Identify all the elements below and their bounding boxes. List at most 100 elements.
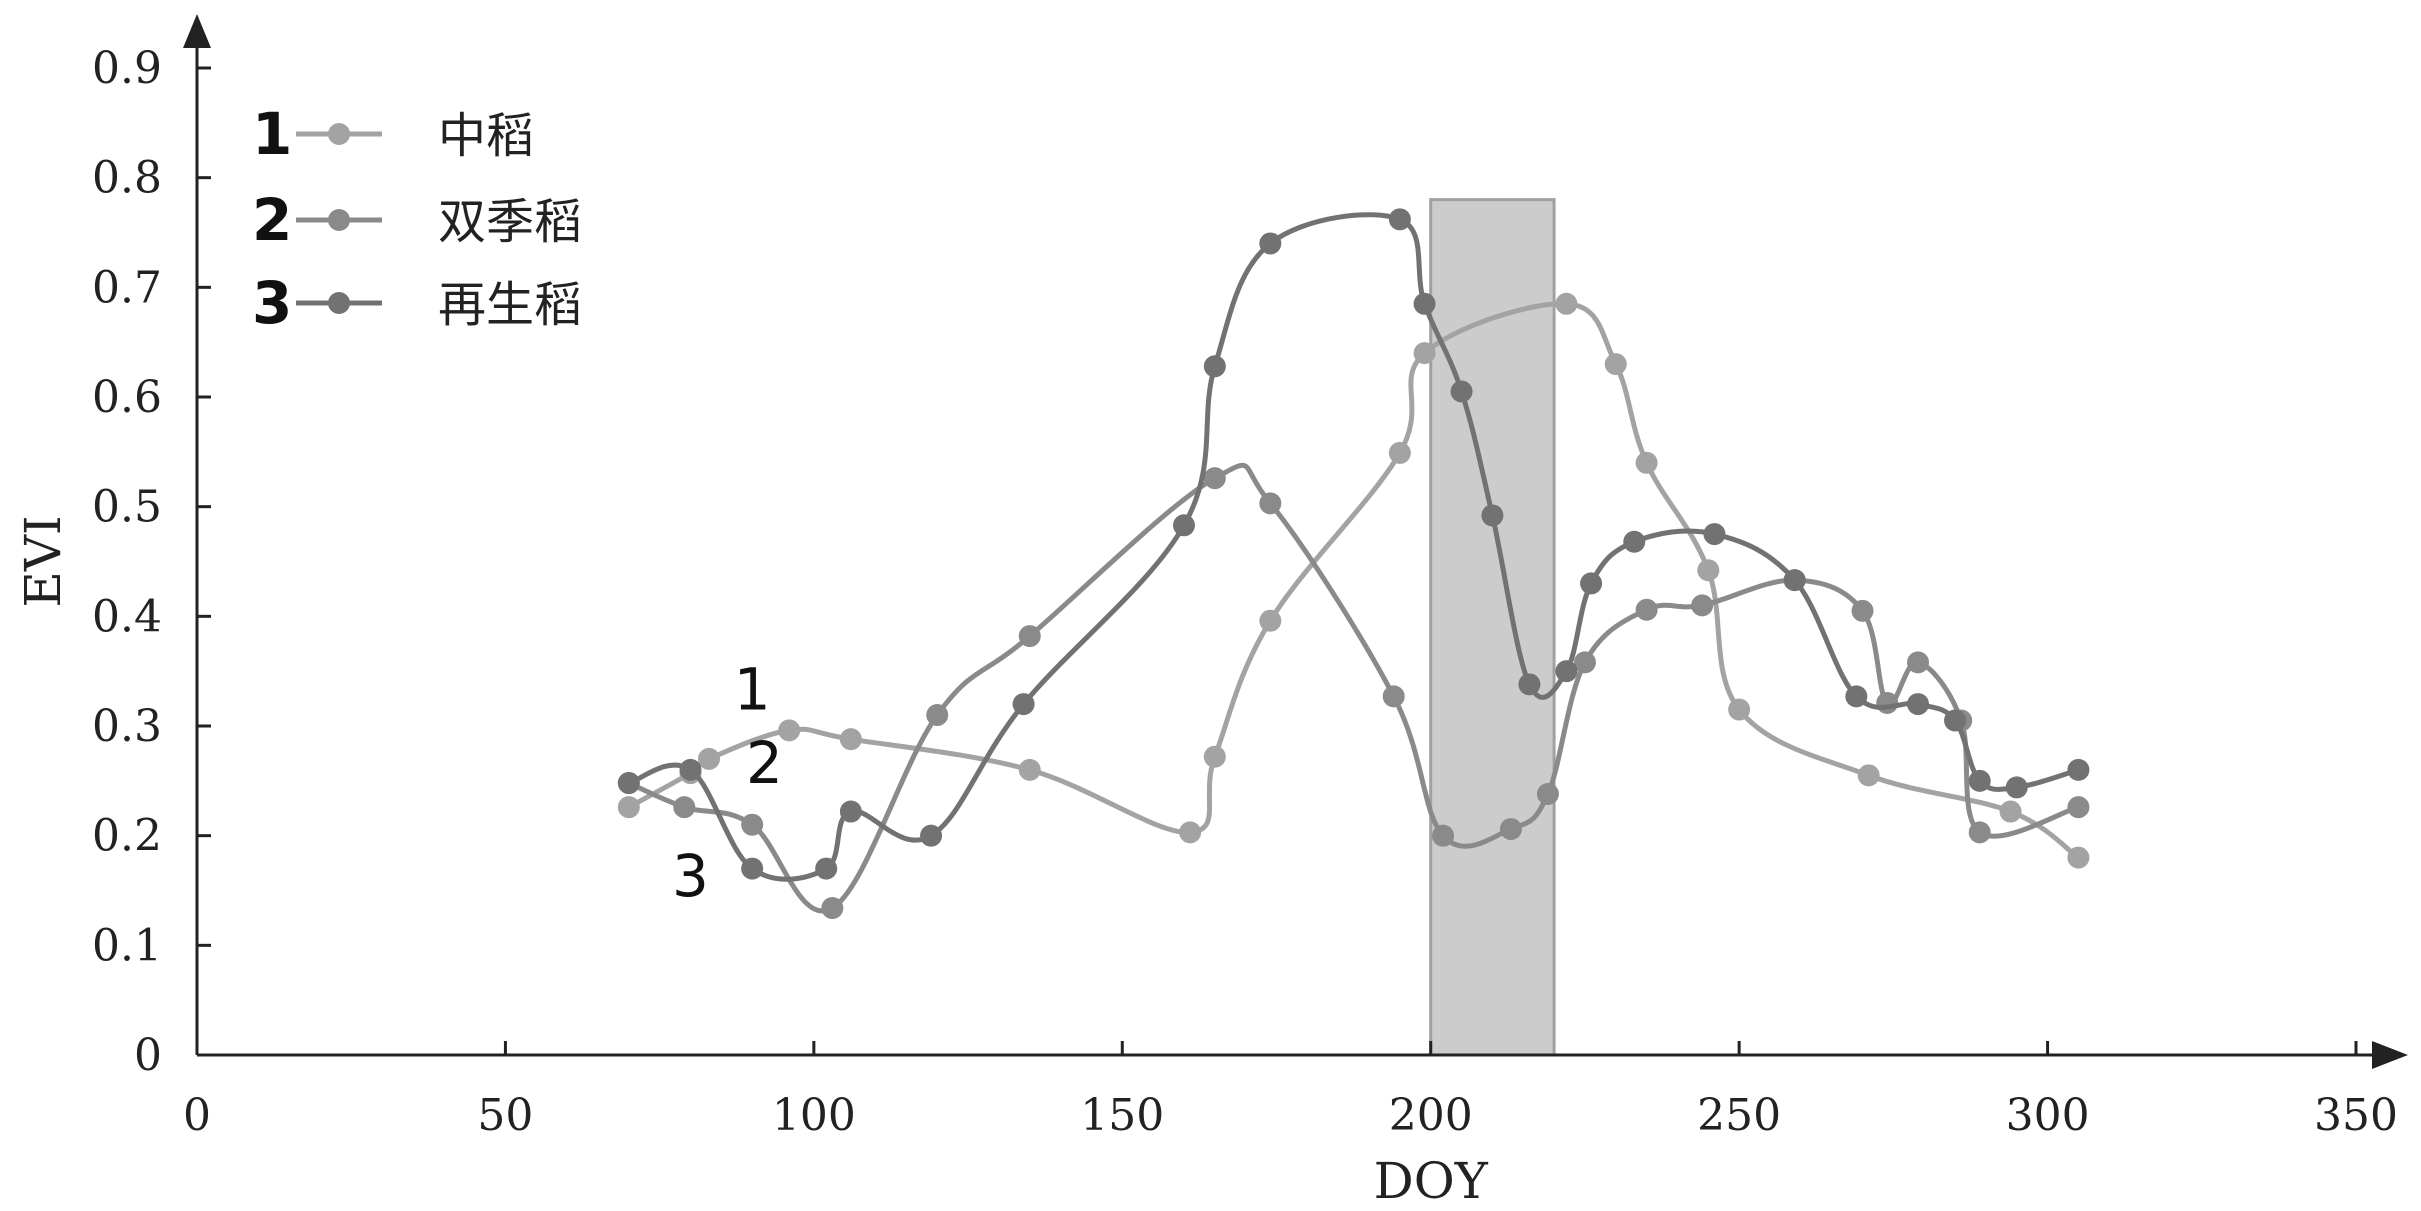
data-point bbox=[1450, 380, 1473, 403]
data-point bbox=[1259, 609, 1282, 632]
data-point bbox=[1691, 594, 1714, 617]
data-point bbox=[673, 796, 696, 819]
data-point bbox=[1179, 821, 1202, 844]
x-tick-label: 100 bbox=[772, 1090, 856, 1141]
data-point bbox=[1580, 572, 1603, 595]
data-point bbox=[1944, 709, 1967, 732]
legend-marker bbox=[328, 292, 350, 314]
data-point bbox=[1172, 514, 1195, 537]
data-point bbox=[1536, 782, 1559, 805]
data-point bbox=[1999, 800, 2022, 823]
data-point bbox=[1259, 232, 1282, 255]
y-tick-label: 0.1 bbox=[92, 920, 162, 971]
y-tick-label: 0 bbox=[134, 1030, 162, 1081]
ticks: 0 50 100 150 200 250 300 350 0 0.1 0.2 0.3 0.4 0.5 0.6… bbox=[92, 43, 2398, 1141]
legend-item-1: 1 中稻 bbox=[252, 100, 534, 168]
data-point bbox=[815, 857, 838, 880]
x-tick-label: 350 bbox=[2314, 1090, 2398, 1141]
curve-labels: 123 bbox=[672, 656, 783, 910]
data-point bbox=[1012, 693, 1035, 716]
data-point bbox=[1703, 523, 1726, 546]
data-point bbox=[2067, 796, 2090, 819]
y-tick-label: 0.4 bbox=[92, 591, 162, 642]
data-point bbox=[2067, 846, 2090, 869]
data-point bbox=[1413, 292, 1436, 315]
data-point bbox=[778, 719, 801, 742]
series-1 bbox=[617, 292, 2090, 869]
legend-number: 3 bbox=[252, 269, 292, 337]
data-point bbox=[1876, 691, 1899, 714]
legend-marker bbox=[328, 123, 350, 145]
data-point bbox=[1635, 598, 1658, 621]
data-point bbox=[617, 772, 640, 795]
data-point bbox=[1203, 745, 1226, 768]
data-point bbox=[1018, 625, 1041, 648]
data-point bbox=[1388, 208, 1411, 231]
data-point bbox=[1907, 693, 1930, 716]
data-point bbox=[1203, 467, 1226, 490]
legend: 1 中稻 2 双季稻 3 再生稻 bbox=[252, 100, 582, 337]
data-point bbox=[920, 824, 943, 847]
y-axis-arrow-icon bbox=[183, 14, 211, 48]
y-tick-label: 0.3 bbox=[92, 701, 162, 752]
series-layer bbox=[617, 208, 2090, 920]
data-point bbox=[1382, 685, 1405, 708]
data-point bbox=[1555, 660, 1578, 683]
data-point bbox=[839, 800, 862, 823]
data-point bbox=[1573, 651, 1596, 674]
legend-item-2: 2 双季稻 bbox=[252, 186, 582, 254]
axes bbox=[183, 14, 2408, 1069]
data-point bbox=[1518, 673, 1541, 696]
data-point bbox=[1783, 569, 1806, 592]
data-point bbox=[1388, 441, 1411, 464]
data-point bbox=[1968, 821, 1991, 844]
data-point bbox=[741, 857, 764, 880]
x-tick-label: 0 bbox=[183, 1090, 211, 1141]
curve-number-label: 2 bbox=[746, 729, 783, 797]
data-point bbox=[1259, 492, 1282, 515]
highlight-band bbox=[1429, 198, 1556, 1057]
x-tick-label: 150 bbox=[1080, 1090, 1164, 1141]
curve-number-label: 1 bbox=[734, 656, 771, 724]
legend-item-3: 3 再生稻 bbox=[252, 269, 582, 337]
data-point bbox=[1623, 530, 1646, 553]
data-point bbox=[2005, 776, 2028, 799]
data-point bbox=[1728, 698, 1751, 721]
data-point bbox=[1432, 824, 1455, 847]
series-3 bbox=[617, 208, 2090, 882]
data-point bbox=[839, 728, 862, 751]
data-point bbox=[1499, 818, 1522, 841]
legend-label: 双季稻 bbox=[438, 194, 582, 250]
data-point bbox=[697, 747, 720, 770]
data-point bbox=[2067, 758, 2090, 781]
y-tick-label: 0.8 bbox=[92, 153, 162, 204]
legend-label: 再生稻 bbox=[438, 277, 582, 333]
y-tick-label: 0.6 bbox=[92, 372, 162, 423]
highlight-band-layer bbox=[1429, 198, 1556, 1057]
y-axis-title: EVI bbox=[14, 515, 72, 607]
data-point bbox=[821, 897, 844, 920]
data-point bbox=[1697, 559, 1720, 582]
data-point bbox=[1481, 504, 1504, 527]
curve-number-label: 3 bbox=[672, 842, 709, 910]
legend-number: 1 bbox=[252, 100, 292, 168]
x-axis-arrow-icon bbox=[2372, 1041, 2408, 1069]
legend-marker bbox=[328, 209, 350, 231]
y-tick-label: 0.9 bbox=[92, 43, 162, 94]
legend-number: 2 bbox=[252, 186, 292, 254]
data-point bbox=[741, 813, 764, 836]
legend-label: 中稻 bbox=[438, 108, 534, 164]
data-point bbox=[1604, 353, 1627, 376]
data-point bbox=[926, 704, 949, 727]
data-point bbox=[1018, 758, 1041, 781]
data-point bbox=[1845, 685, 1868, 708]
data-point bbox=[1203, 355, 1226, 378]
x-tick-label: 200 bbox=[1389, 1090, 1473, 1141]
x-tick-label: 250 bbox=[1697, 1090, 1781, 1141]
y-tick-label: 0.2 bbox=[92, 811, 162, 862]
x-tick-label: 300 bbox=[2006, 1090, 2090, 1141]
data-point bbox=[679, 758, 702, 781]
x-tick-label: 50 bbox=[477, 1090, 533, 1141]
data-point bbox=[1635, 451, 1658, 474]
data-point bbox=[1851, 599, 1874, 622]
